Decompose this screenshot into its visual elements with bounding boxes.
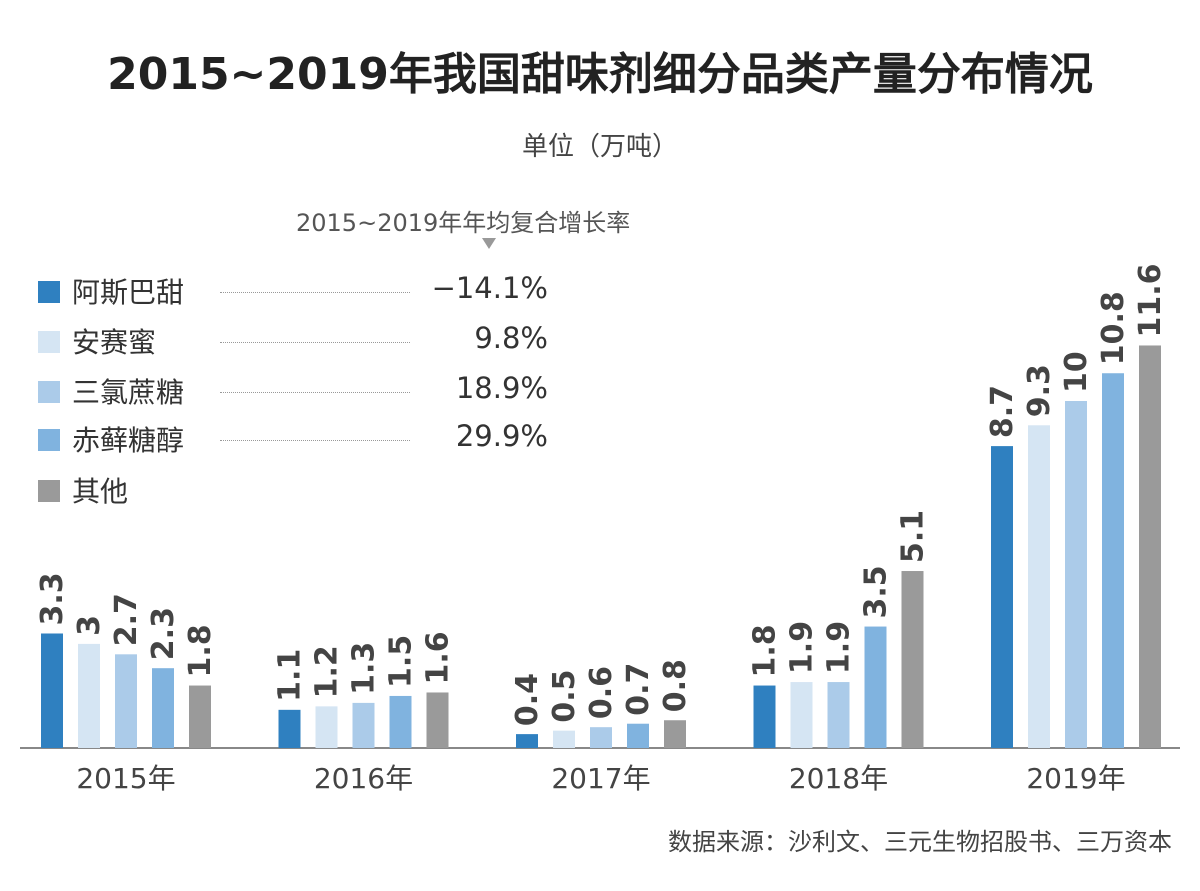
- leader-line: [220, 440, 410, 441]
- bar: [1028, 425, 1050, 748]
- down-triangle-icon: [482, 238, 496, 249]
- legend-swatch: [38, 381, 60, 403]
- bar: [516, 734, 538, 748]
- bar: [389, 695, 412, 748]
- leader-line: [220, 392, 410, 393]
- data-label: 1.9: [785, 621, 820, 674]
- cagr-value: 18.9%: [455, 371, 548, 405]
- bar: [78, 643, 100, 748]
- leader-line: [220, 342, 410, 343]
- data-label: 0.6: [584, 666, 619, 719]
- data-label: 5.1: [896, 510, 931, 563]
- cagr-value: −14.1%: [431, 271, 548, 305]
- x-tick-label: 2016年: [314, 762, 413, 795]
- data-label: 1.6: [421, 631, 456, 684]
- data-label: 3.3: [35, 572, 70, 625]
- legend-label: 三氯蔗糖: [72, 376, 185, 409]
- data-label: 1.5: [384, 635, 419, 688]
- data-label: 1.9: [822, 621, 857, 674]
- x-tick-label: 2019年: [1026, 762, 1125, 795]
- data-label: 9.3: [1022, 364, 1057, 417]
- bar: [426, 692, 449, 748]
- bar: [627, 723, 649, 748]
- legend-label: 赤藓糖醇: [72, 424, 185, 457]
- legend-swatch: [38, 480, 60, 502]
- bar: [864, 626, 887, 748]
- leader-line: [220, 292, 410, 293]
- bar: [1102, 373, 1124, 748]
- data-label: 2.3: [146, 607, 181, 660]
- data-label: 0.5: [547, 669, 582, 722]
- cagr-value: 29.9%: [455, 419, 548, 453]
- x-tick-label: 2018年: [789, 762, 888, 795]
- data-label: 11.6: [1133, 263, 1168, 337]
- bar: [278, 709, 301, 748]
- chart-title: 2015~2019年我国甜味剂细分品类产量分布情况: [107, 49, 1093, 100]
- data-label: 10.8: [1096, 291, 1131, 365]
- bar: [315, 706, 338, 748]
- legend-label: 其他: [72, 475, 129, 508]
- bar: [827, 682, 850, 748]
- bar: [664, 720, 686, 748]
- data-label: 1.2: [310, 645, 345, 698]
- legend-swatch: [38, 429, 60, 451]
- bar: [1065, 401, 1087, 748]
- bar: [901, 571, 924, 748]
- data-label: 1.3: [347, 642, 382, 695]
- legend-label: 阿斯巴甜: [72, 276, 185, 309]
- cagr-value: 9.8%: [474, 321, 548, 355]
- bar: [590, 727, 612, 748]
- data-label: 1.8: [748, 624, 783, 677]
- bar: [1139, 345, 1161, 748]
- source-note: 数据来源：沙利文、三元生物招股书、三万资本: [668, 828, 1172, 856]
- x-tick-label: 2017年: [551, 762, 650, 795]
- data-label: 0.4: [510, 673, 545, 726]
- data-label: 1.8: [183, 624, 218, 677]
- data-label: 10: [1059, 351, 1094, 393]
- bar: [41, 633, 63, 748]
- cagr-header: 2015~2019年年均复合增长率: [296, 209, 631, 237]
- bar: [115, 654, 137, 748]
- data-label: 3: [72, 615, 107, 636]
- bar: [753, 685, 776, 748]
- data-label: 0.8: [658, 659, 693, 712]
- bar: [189, 685, 211, 748]
- legend-swatch: [38, 331, 60, 353]
- data-label: 2.7: [109, 593, 144, 646]
- legend-swatch: [38, 281, 60, 303]
- x-tick-label: 2015年: [76, 762, 175, 795]
- bar: [352, 702, 375, 748]
- data-label: 0.7: [621, 663, 656, 716]
- bar: [152, 668, 174, 748]
- unit-label: 单位（万吨）: [521, 132, 678, 162]
- legend-label: 安赛蜜: [72, 326, 157, 359]
- bar: [991, 446, 1013, 748]
- bar: [553, 730, 575, 748]
- bar: [790, 682, 813, 748]
- data-label: 8.7: [985, 385, 1020, 438]
- data-label: 3.5: [859, 565, 894, 618]
- data-label: 1.1: [273, 649, 308, 702]
